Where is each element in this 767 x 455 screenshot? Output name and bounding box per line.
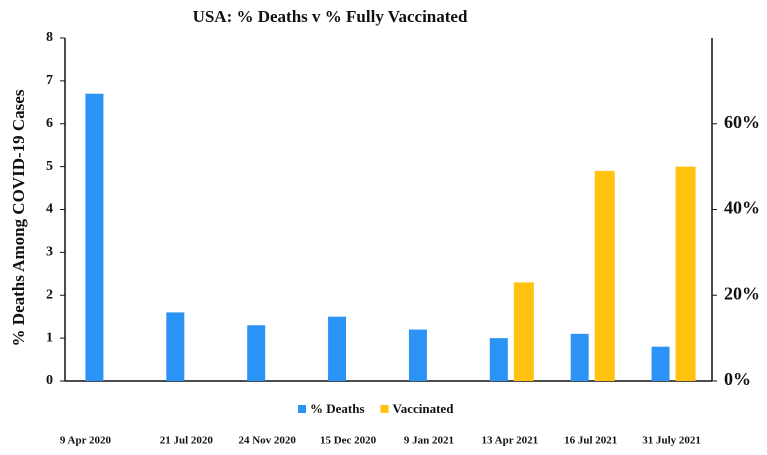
y-tick-label: 7 [46,73,53,88]
x-tick-label: 9 Jan 2021 [404,435,454,447]
x-tick-label: 31 July 2021 [642,435,701,447]
y-tick-label: 2 [46,287,53,302]
y2-tick-label: 40% [724,198,760,218]
bar [675,166,696,381]
x-tick-label: 15 Dec 2020 [320,435,377,447]
x-tick-label: 21 Jul 2020 [160,435,214,447]
y-tick-label: 1 [46,330,53,345]
bar [570,333,589,381]
bar [594,170,615,381]
y2-tick-label: 20% [724,283,760,303]
y-tick-label: 3 [46,245,53,260]
bar [247,325,266,381]
y-tick-label: 6 [46,116,53,131]
bar [513,282,534,381]
x-tick-label: 13 Apr 2021 [481,435,538,447]
legend-swatch [298,405,306,413]
bar [408,329,427,381]
bar [85,93,104,382]
y-tick-label: 0 [46,373,53,388]
y2-tick-label: 60% [724,112,760,132]
legend-swatch [380,405,389,413]
x-tick-label: 24 Nov 2020 [238,435,296,447]
bar [166,312,185,381]
y-axis-label: % Deaths Among COVID-19 Cases [9,89,28,346]
bar [489,338,508,381]
bar [651,346,670,381]
x-tick-label: 9 Apr 2020 [60,435,112,447]
y-tick-label: 5 [46,159,53,174]
bar [328,316,347,381]
legend-label: % Deaths [310,401,365,416]
y-tick-label: 4 [46,202,53,217]
legend-label: Vaccinated [393,401,455,416]
y-tick-label: 8 [46,30,53,45]
chart-title: USA: % Deaths v % Fully Vaccinated [193,7,468,26]
y2-tick-label: 0% [724,369,751,389]
x-tick-label: 16 Jul 2021 [564,435,617,447]
